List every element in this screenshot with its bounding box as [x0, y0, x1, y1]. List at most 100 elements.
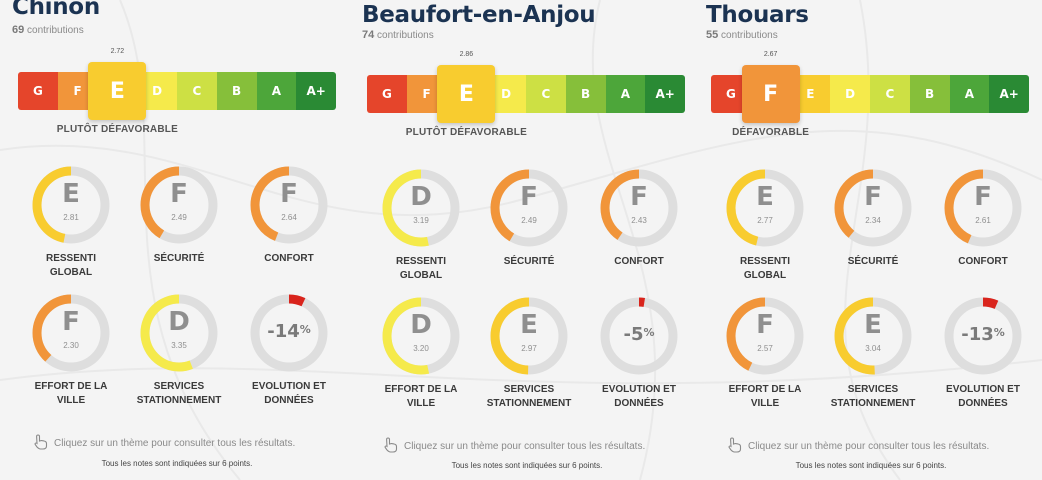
score-ring [250, 166, 328, 244]
grade-segment: A [256, 72, 297, 110]
evolution-label: EVOLUTION ET DONNÉES [584, 383, 694, 411]
ring-fill [726, 297, 804, 375]
theme-score: 2.49 [171, 213, 187, 222]
grade-segment: B [216, 72, 257, 110]
contributions-label: contributions [721, 30, 778, 41]
score-ring [382, 169, 460, 247]
hint-label: Cliquez sur un thème pour consulter tous… [748, 441, 990, 452]
ring-fill [140, 166, 218, 244]
evolution-card[interactable]: -5% EVOLUTION ET DONNÉES [584, 296, 694, 421]
evolution-card[interactable]: -14% EVOLUTION ET DONNÉES [234, 293, 344, 418]
grade-segment: B [565, 75, 606, 113]
theme-card[interactable]: F 2.30 EFFORT DE LA VILLE [16, 293, 126, 418]
theme-label: RESSENTI GLOBAL [710, 255, 820, 283]
theme-card[interactable]: D 3.19 RESSENTI GLOBAL [366, 168, 476, 293]
scale-note: Tous les notes sont indiquées sur 6 poin… [795, 461, 947, 470]
theme-card[interactable]: D 3.35 SERVICES STATIONNEMENT [124, 293, 234, 418]
contributions-label: contributions [27, 25, 84, 36]
ring-fill [600, 297, 678, 375]
theme-label-line1: SERVICES [847, 384, 899, 395]
theme-card[interactable]: F 2.57 EFFORT DE LA VILLE [710, 296, 820, 421]
ring-fill [726, 169, 804, 247]
theme-grade: E [864, 310, 882, 340]
theme-card[interactable]: E 2.77 RESSENTI GLOBAL [710, 168, 820, 293]
theme-score: 2.61 [975, 216, 991, 225]
theme-grade: E [62, 179, 80, 209]
theme-score: 2.34 [865, 216, 881, 225]
evolution-ring [250, 294, 328, 372]
theme-label: RESSENTI GLOBAL [366, 255, 476, 283]
theme-grade: E [520, 310, 538, 340]
theme-label: CONFORT [584, 255, 694, 269]
evolution-label: EVOLUTION ET DONNÉES [234, 380, 344, 408]
ring-fill [250, 294, 328, 372]
theme-label-line1: SERVICES [503, 384, 555, 395]
theme-grade: F [630, 182, 648, 212]
ring-fill [140, 294, 218, 372]
contributions-count: 55 contributions [706, 29, 778, 41]
theme-label: SERVICES STATIONNEMENT [818, 383, 928, 411]
theme-label-line2: STATIONNEMENT [136, 395, 222, 406]
grade-segment: A [949, 75, 990, 113]
evolution-ring [944, 297, 1022, 375]
pointing-hand-icon [728, 437, 742, 453]
score-ring [382, 297, 460, 375]
evolution-card[interactable]: -13% EVOLUTION ET DONNÉES [928, 296, 1038, 421]
evolution-label-line1: EVOLUTION ET [252, 381, 326, 392]
theme-card[interactable]: D 3.20 EFFORT DE LA VILLE [366, 296, 476, 421]
theme-label-line1: EFFORT DE LA [384, 384, 458, 395]
overall-score: 2.86 [459, 51, 474, 58]
grade-segment: C [526, 75, 566, 113]
theme-label-line2: GLOBAL [743, 270, 787, 281]
theme-card[interactable]: F 2.34 SÉCURITÉ [818, 168, 928, 293]
theme-label-line1: CONFORT [264, 253, 314, 264]
score-ring [600, 169, 678, 247]
theme-card[interactable]: E 2.97 SERVICES STATIONNEMENT [474, 296, 584, 421]
theme-label-line1: CONFORT [614, 256, 664, 267]
theme-label-line1: RESSENTI [739, 256, 790, 267]
theme-score: 3.19 [413, 216, 429, 225]
score-ring [32, 294, 110, 372]
pointing-hand-icon [384, 437, 398, 453]
grade-segment: G [18, 72, 58, 110]
theme-card[interactable]: E 2.81 RESSENTI GLOBAL [16, 165, 126, 290]
ring-fill [32, 294, 110, 372]
grade-segment: D [830, 75, 870, 113]
evolution-label-line1: EVOLUTION ET [602, 384, 676, 395]
theme-label-line2: VILLE [750, 398, 780, 409]
ring-fill [490, 169, 568, 247]
theme-score: 3.20 [413, 344, 429, 353]
theme-label-line2: STATIONNEMENT [486, 398, 572, 409]
ring-fill [834, 169, 912, 247]
hint-text: Cliquez sur un thème pour consulter tous… [728, 437, 989, 453]
overall-rating-label: DÉFAVORABLE [732, 127, 810, 138]
theme-card[interactable]: E 3.04 SERVICES STATIONNEMENT [818, 296, 928, 421]
theme-card[interactable]: F 2.61 CONFORT [928, 168, 1038, 293]
theme-card[interactable]: F 2.49 SÉCURITÉ [474, 168, 584, 293]
theme-label: SERVICES STATIONNEMENT [474, 383, 584, 411]
contributions-number: 69 [12, 24, 25, 36]
score-ring [834, 297, 912, 375]
evolution-label-line1: EVOLUTION ET [946, 384, 1020, 395]
score-ring [140, 166, 218, 244]
evolution-number: -14 [267, 321, 300, 342]
hint-text: Cliquez sur un thème pour consulter tous… [34, 434, 295, 450]
overall-rating-label: PLUTÔT DÉFAVORABLE [405, 127, 527, 138]
theme-card[interactable]: F 2.64 CONFORT [234, 165, 344, 290]
theme-score: 2.97 [521, 344, 537, 353]
city-name[interactable]: Beaufort-en-Anjou [362, 2, 596, 28]
city-name[interactable]: Thouars [706, 2, 809, 28]
theme-label: CONFORT [234, 252, 344, 266]
city-name[interactable]: Chinon [12, 0, 100, 20]
theme-label-line1: SERVICES [153, 381, 205, 392]
score-ring [726, 297, 804, 375]
theme-label-line2: GLOBAL [49, 267, 93, 278]
theme-card[interactable]: F 2.49 SÉCURITÉ [124, 165, 234, 290]
theme-card[interactable]: F 2.43 CONFORT [584, 168, 694, 293]
theme-score: 2.30 [63, 341, 79, 350]
theme-label: SERVICES STATIONNEMENT [124, 380, 234, 408]
